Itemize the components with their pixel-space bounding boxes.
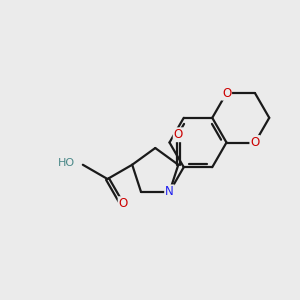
Text: O: O <box>174 128 183 141</box>
Text: O: O <box>250 136 260 149</box>
Text: O: O <box>222 87 231 100</box>
Text: N: N <box>165 185 174 198</box>
Text: O: O <box>118 197 128 210</box>
Text: HO: HO <box>58 158 75 168</box>
